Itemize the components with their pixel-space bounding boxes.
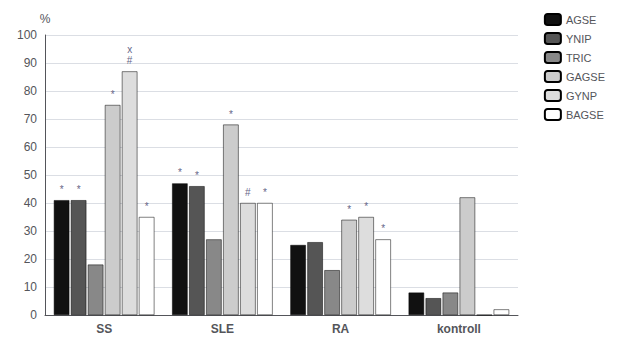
svg-text:#: # (245, 187, 251, 198)
svg-text:*: * (178, 167, 182, 178)
svg-text:GAGSE: GAGSE (566, 71, 605, 83)
svg-text:GYNP: GYNP (566, 90, 597, 102)
svg-text:*: * (364, 201, 368, 212)
svg-text:*: * (229, 109, 233, 120)
svg-text:60: 60 (24, 140, 38, 154)
svg-text:*: * (111, 89, 115, 100)
svg-text:90: 90 (24, 56, 38, 70)
svg-text:*: * (77, 184, 81, 195)
svg-text:30: 30 (24, 224, 38, 238)
svg-text:*: * (263, 187, 267, 198)
svg-text:40: 40 (24, 196, 38, 210)
svg-text:*: * (145, 201, 149, 212)
svg-text:SS: SS (96, 322, 112, 336)
svg-text:%: % (40, 12, 51, 26)
svg-text:80: 80 (24, 84, 38, 98)
svg-text:50: 50 (24, 168, 38, 182)
svg-text:*: * (347, 204, 351, 215)
svg-text:BAGSE: BAGSE (566, 109, 604, 121)
svg-text:70: 70 (24, 112, 38, 126)
svg-text:*: * (381, 223, 385, 234)
svg-text:AGSE: AGSE (566, 14, 597, 26)
svg-text:SLE: SLE (211, 322, 234, 336)
svg-text:kontroll: kontroll (437, 322, 481, 336)
svg-text:*: * (60, 184, 64, 195)
svg-text:*: * (195, 170, 199, 181)
svg-text:10: 10 (24, 280, 38, 294)
svg-text:x: x (127, 44, 132, 55)
svg-text:TRIC: TRIC (566, 52, 592, 64)
svg-text:#: # (127, 55, 133, 66)
svg-text:RA: RA (332, 322, 350, 336)
svg-text:100: 100 (17, 28, 37, 42)
svg-text:20: 20 (24, 252, 38, 266)
svg-text:YNIP: YNIP (566, 33, 592, 45)
svg-text:0: 0 (30, 308, 37, 322)
